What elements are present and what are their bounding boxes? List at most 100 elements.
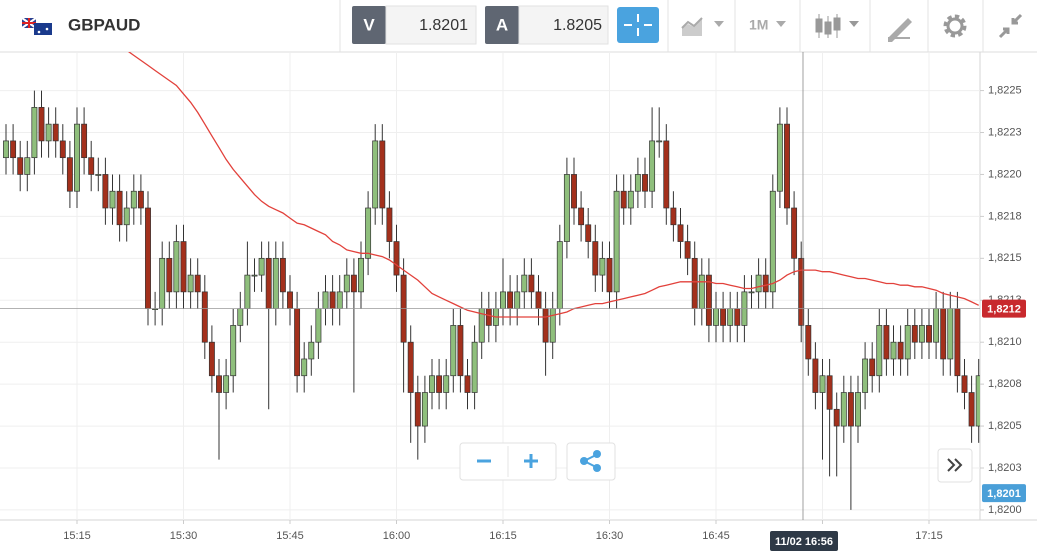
- x-tick-label: 16:45: [702, 530, 730, 542]
- bid-price-tag: [982, 484, 1026, 503]
- y-tick-label: 1,8205: [988, 420, 1022, 432]
- candle-body: [237, 308, 244, 326]
- share-button[interactable]: [566, 442, 616, 481]
- candle-body: [102, 174, 109, 209]
- candle-body: [308, 341, 315, 360]
- candle-body: [599, 257, 606, 276]
- candle-body: [287, 291, 293, 309]
- candle-body: [911, 325, 918, 343]
- candle-body: [372, 140, 379, 209]
- y-tick-label: 1,8218: [988, 210, 1022, 222]
- candle-body: [88, 157, 95, 175]
- y-tick-label: 1,8210: [988, 336, 1022, 348]
- candle-body: [507, 291, 514, 309]
- candle-body: [457, 325, 464, 377]
- scroll-to-end-button[interactable]: [937, 448, 973, 483]
- candle-body: [940, 308, 947, 360]
- y-tick-label: 1,8223: [988, 126, 1022, 138]
- candle-body: [137, 190, 144, 209]
- y-tick-label: 1,8203: [988, 462, 1022, 474]
- candle-body: [642, 174, 648, 192]
- candle-body: [421, 392, 428, 427]
- candle-body: [471, 341, 478, 393]
- candle-body: [727, 308, 734, 326]
- candle-body: [769, 190, 776, 293]
- settings-button[interactable]: [943, 14, 967, 38]
- candle-style-button[interactable]: [815, 14, 859, 38]
- candle-body: [563, 174, 570, 242]
- candle-body: [812, 358, 819, 393]
- timeframe-button[interactable]: 1M: [749, 17, 786, 33]
- candle-body: [130, 190, 137, 209]
- candle-body: [691, 257, 698, 309]
- candle-body: [414, 392, 421, 427]
- candle-body: [329, 291, 336, 309]
- candle-body: [343, 274, 350, 293]
- candle-body: [429, 375, 435, 393]
- candle-body: [3, 140, 9, 159]
- x-tick-label: 16:15: [489, 530, 517, 542]
- candle-body: [180, 241, 187, 293]
- symbol: GBPAUD: [68, 15, 140, 34]
- draw-tool-button[interactable]: [888, 18, 912, 42]
- candle-body: [556, 241, 563, 309]
- x-tick-label: 17:15: [915, 530, 943, 542]
- crosshair-time-label: 11/02 16:56: [770, 531, 838, 551]
- candle-body: [606, 257, 613, 293]
- candle-body: [45, 123, 52, 142]
- zoom-in-button[interactable]: [524, 454, 538, 468]
- candle-body: [734, 308, 741, 326]
- y-tick-label: 1,8200: [988, 504, 1022, 516]
- candle-body: [805, 325, 812, 360]
- candle-body: [755, 274, 762, 293]
- candle-body: [677, 224, 684, 242]
- buy-button[interactable]: A 1.8205: [485, 5, 609, 45]
- candle-body: [336, 291, 343, 309]
- plot-area: [0, 52, 980, 510]
- candle-body: [223, 375, 230, 393]
- candle-body: [784, 123, 790, 209]
- candle-body: [379, 140, 386, 209]
- candle-body: [244, 274, 251, 309]
- buy-label: A: [496, 15, 508, 34]
- candle-body: [166, 257, 173, 293]
- candle-body: [251, 274, 258, 277]
- chart-type-button[interactable]: [681, 17, 724, 36]
- crosshair-button[interactable]: [617, 7, 659, 43]
- candle-body: [528, 274, 535, 293]
- y-tick-label: 1,8215: [988, 252, 1022, 264]
- candle-body: [485, 308, 492, 326]
- candle-body: [386, 207, 393, 242]
- candle-body: [826, 375, 833, 410]
- last-price-tag: [982, 299, 1026, 318]
- candle-body: [883, 325, 890, 360]
- candle-body: [208, 341, 215, 377]
- candle-body: [791, 207, 798, 259]
- candle-body: [649, 140, 656, 192]
- candle-body: [358, 257, 364, 293]
- candle-body: [855, 392, 861, 427]
- candle-body: [443, 375, 450, 393]
- x-tick-label: 15:30: [170, 530, 198, 542]
- candle-body: [663, 140, 670, 209]
- collapse-button[interactable]: [998, 13, 1023, 39]
- x-tick-label: 16:00: [383, 530, 411, 542]
- candle-body: [656, 140, 663, 143]
- timeframe: 1M: [749, 17, 768, 33]
- candle-body: [592, 241, 599, 276]
- candle-body: [436, 375, 443, 393]
- candle-body: [840, 392, 847, 427]
- candle-body: [798, 257, 805, 326]
- candle-body: [571, 174, 577, 209]
- candle-body: [17, 157, 24, 175]
- grid: [0, 52, 980, 520]
- x-tick-label: 16:30: [596, 530, 624, 542]
- sell-button[interactable]: V 1.8201: [352, 5, 477, 45]
- candle-body: [315, 308, 322, 343]
- candle-body: [350, 274, 357, 293]
- candle-body: [201, 291, 208, 343]
- candle-body: [173, 241, 180, 293]
- candle-body: [897, 341, 904, 360]
